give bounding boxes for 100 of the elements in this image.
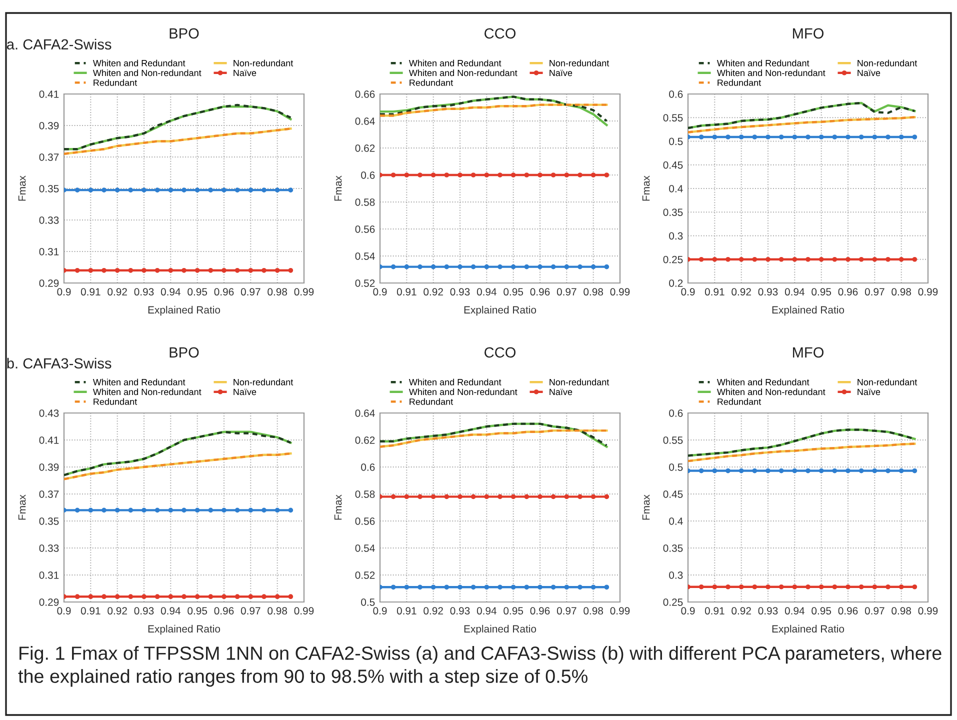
x-tick-label: 0.9	[57, 288, 71, 296]
y-tick-label: 0.45	[663, 490, 683, 498]
x-tick-label: 0.96	[838, 288, 858, 296]
y-tick-label: 0.64	[355, 410, 375, 417]
line-series	[688, 442, 916, 462]
legend-label: Naïve	[234, 388, 256, 396]
y-tick-label: 0.4	[669, 518, 683, 525]
y-tick-label: 0.56	[355, 518, 375, 525]
y-tick-label: 0.55	[663, 436, 683, 444]
y-tick-label: 0.5	[669, 138, 683, 146]
y-tick-label: 0.31	[39, 248, 59, 256]
y-tick-label: 0.6	[361, 172, 375, 179]
legend-label: Whiten and Non-redundant	[92, 388, 202, 396]
y-tick-label: 0.45	[663, 161, 683, 169]
y-tick-label: 0.35	[39, 518, 59, 525]
x-tick-label: 0.97	[864, 288, 884, 296]
x-tick-label: 0.9	[681, 607, 695, 615]
line-series	[688, 428, 916, 457]
x-tick-label: 0.93	[758, 288, 778, 296]
text: b. CAFA3-Swiss	[7, 358, 112, 369]
x-tick-label: 0.96	[530, 607, 550, 615]
legend-label: Whiten and Non-redundant	[408, 388, 518, 396]
x-tick-label: 0.96	[214, 607, 234, 615]
legend-label: Non-redundant	[858, 378, 918, 386]
chart-title: CCO	[484, 28, 516, 39]
y-tick-label: 0.6	[361, 464, 375, 471]
x-tick-label: 0.97	[864, 607, 884, 615]
y-axis-title: Fmax	[642, 494, 650, 520]
legend-label: Non-redundant	[234, 378, 294, 386]
x-tick-label: 0.9	[373, 607, 387, 615]
legend-label: Naïve	[858, 70, 880, 76]
y-tick-label: 0.5	[361, 598, 375, 606]
x-tick-label: 0.94	[476, 607, 496, 615]
x-tick-label: 0.91	[704, 607, 724, 615]
y-tick-label: 0.58	[355, 198, 375, 206]
y-axis-title: Fmax	[334, 494, 342, 520]
x-tick-label: 0.93	[758, 607, 778, 615]
y-tick-label: 0.35	[663, 544, 683, 552]
y-tick-label: 0.62	[355, 436, 375, 444]
text: a. CAFA2-Swiss	[7, 38, 112, 50]
x-tick-label: 0.98	[892, 288, 912, 296]
legend-label: Non-redundant	[234, 60, 294, 66]
x-tick-label: 0.98	[892, 607, 912, 615]
x-tick-label: 0.9	[681, 288, 695, 296]
line-series	[64, 128, 292, 155]
chart-title: BPO	[170, 347, 199, 358]
y-tick-label: 0.54	[355, 252, 375, 260]
x-tick-label: 0.95	[188, 288, 208, 296]
y-tick-label: 0.6	[669, 410, 683, 417]
legend-label: Whiten and Redundant	[408, 60, 502, 66]
x-tick-label: 0.94	[160, 288, 180, 296]
legend-label: Whiten and Non-redundant	[716, 69, 826, 76]
y-axis-title: Fmax	[18, 494, 26, 520]
x-tick-label: 0.92	[732, 288, 751, 296]
y-tick-label: 0.33	[39, 216, 59, 224]
x-tick-label: 0.95	[812, 607, 832, 615]
x-tick-label: 0.95	[504, 288, 524, 296]
x-tick-label: 0.96	[214, 288, 234, 296]
x-tick-label: 0.96	[838, 607, 858, 615]
x-tick-label: 0.92	[732, 607, 751, 615]
legend-label: Naïve	[550, 70, 572, 76]
x-tick-label: 0.98	[584, 288, 604, 296]
x-tick-label: 0.94	[160, 607, 180, 615]
y-tick-label: 0.41	[39, 90, 59, 98]
y-tick-label: 0.35	[663, 208, 683, 216]
y-tick-label: 0.33	[39, 544, 59, 552]
y-tick-label: 0.52	[355, 572, 375, 579]
legend-label: Non-redundant	[858, 60, 918, 66]
line-series	[64, 452, 292, 480]
x-tick-label: 0.91	[80, 607, 100, 615]
x-tick-label: 0.99	[294, 607, 314, 615]
x-tick-label: 0.97	[556, 288, 576, 296]
x-tick-label: 0.96	[530, 288, 550, 296]
legend-label: Whiten and Redundant	[408, 378, 502, 386]
x-tick-label: 0.99	[610, 607, 630, 615]
chart-title: MFO	[792, 347, 824, 358]
x-tick-label: 0.91	[396, 288, 416, 296]
y-tick-label: 0.2	[669, 280, 683, 287]
legend-label: Whiten and Redundant	[716, 378, 810, 386]
legend-label: Redundant	[94, 398, 138, 405]
line-series	[380, 429, 608, 448]
y-tick-label: 0.37	[39, 154, 59, 161]
x-tick-label: 0.95	[188, 607, 208, 615]
x-axis-title: Explained Ratio	[772, 624, 844, 635]
y-tick-label: 0.25	[663, 256, 683, 264]
legend-label: Non-redundant	[550, 60, 610, 66]
x-axis-title: Explained Ratio	[464, 306, 536, 316]
legend-label: Redundant	[94, 79, 138, 86]
y-tick-label: 0.5	[669, 464, 683, 471]
legend-label: Whiten and Non-redundant	[408, 69, 518, 76]
x-tick-label: 0.92	[424, 288, 443, 296]
x-tick-label: 0.97	[240, 607, 260, 615]
y-tick-label: 0.56	[355, 226, 375, 233]
y-tick-label: 0.43	[39, 410, 59, 417]
legend-label: Naïve	[858, 388, 880, 396]
y-tick-label: 0.66	[355, 90, 375, 98]
x-axis-title: Explained Ratio	[148, 624, 220, 635]
x-tick-label: 0.93	[450, 288, 470, 296]
x-tick-label: 0.99	[610, 288, 630, 296]
x-tick-label: 0.99	[918, 607, 938, 615]
